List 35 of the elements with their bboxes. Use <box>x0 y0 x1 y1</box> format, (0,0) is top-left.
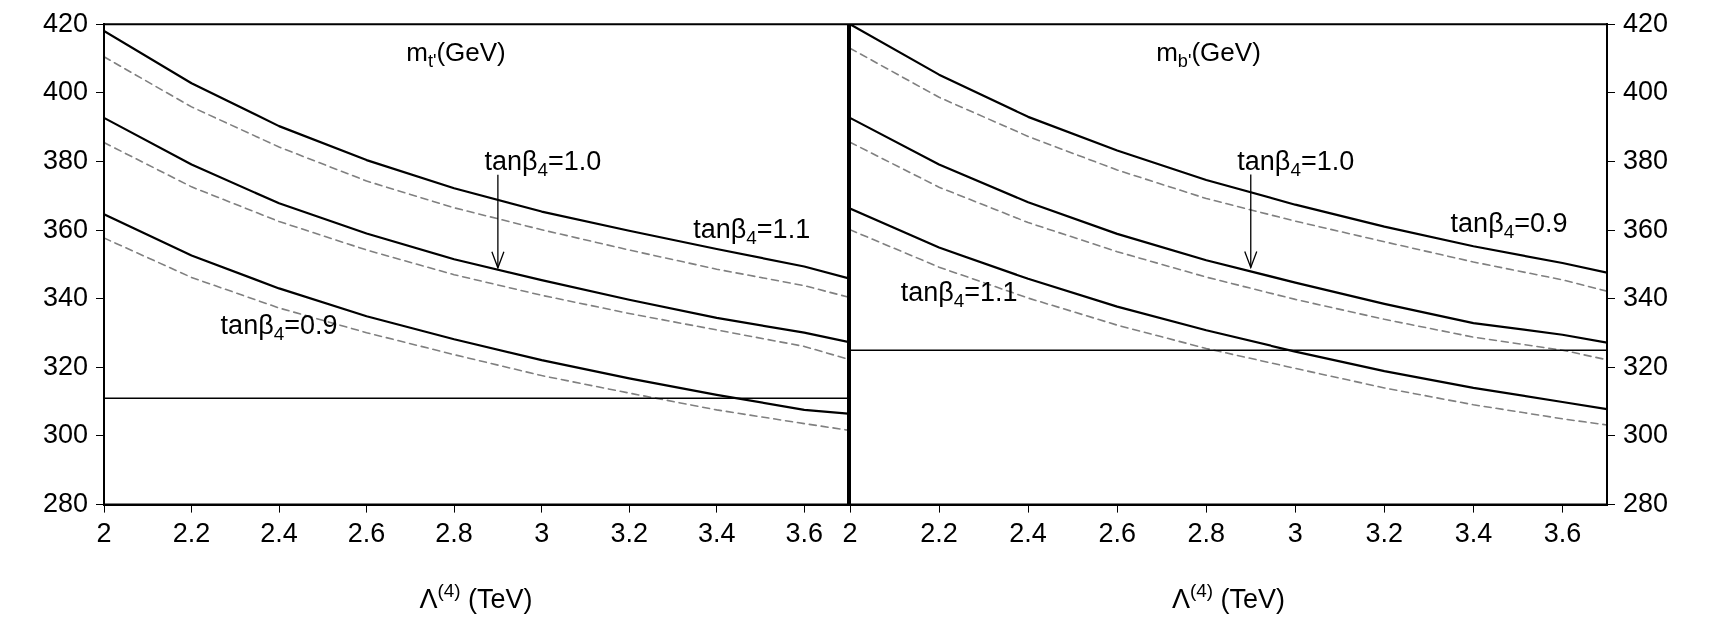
y-tick-label: 280 <box>1623 488 1669 519</box>
x-tick-label: 3 <box>534 518 550 549</box>
y-tick-label: 300 <box>1623 419 1669 450</box>
y-tick-label: 380 <box>1623 144 1669 175</box>
y-tick-label: 420 <box>1623 7 1669 38</box>
x-tick-label: 3.6 <box>1543 518 1582 549</box>
y-tick-label: 280 <box>42 488 88 519</box>
x-tick-label: 2.2 <box>172 518 211 549</box>
x-tick-label: 2.8 <box>1187 518 1226 549</box>
y-tick-label: 360 <box>1623 213 1669 244</box>
y-tick-label: 400 <box>42 76 88 107</box>
y-tick-label: 340 <box>42 282 88 313</box>
x-tick-label: 2.8 <box>435 518 473 549</box>
y-tick-label: 380 <box>42 144 88 175</box>
y-tick-label: 320 <box>1623 350 1669 381</box>
x-tick-label: 3 <box>1287 518 1303 549</box>
x-tick-label: 3.4 <box>697 518 736 549</box>
y-tick-label: 340 <box>1623 282 1669 313</box>
x-tick-label: 2.2 <box>920 518 958 549</box>
x-tick-label: 2.4 <box>260 518 298 549</box>
x-tick-label: 2.6 <box>1098 518 1136 549</box>
x-tick-label: 3.2 <box>610 518 648 549</box>
x-tick-label: 2.4 <box>1009 518 1047 549</box>
x-tick-label: 3.4 <box>1454 518 1493 549</box>
x-tick-label: 3.6 <box>785 518 824 549</box>
x-tick-label: 2 <box>96 518 112 549</box>
x-tick-label: 3.2 <box>1365 518 1404 549</box>
y-tick-label: 360 <box>42 213 88 244</box>
x-tick-label: 2.6 <box>347 518 386 549</box>
line-series <box>104 141 848 360</box>
y-tick-label: 400 <box>1623 76 1669 107</box>
y-tick-label: 420 <box>42 7 88 38</box>
y-tick-label: 300 <box>42 419 88 450</box>
x-tick-label: 2 <box>842 518 858 549</box>
y-tick-label: 320 <box>42 350 88 381</box>
